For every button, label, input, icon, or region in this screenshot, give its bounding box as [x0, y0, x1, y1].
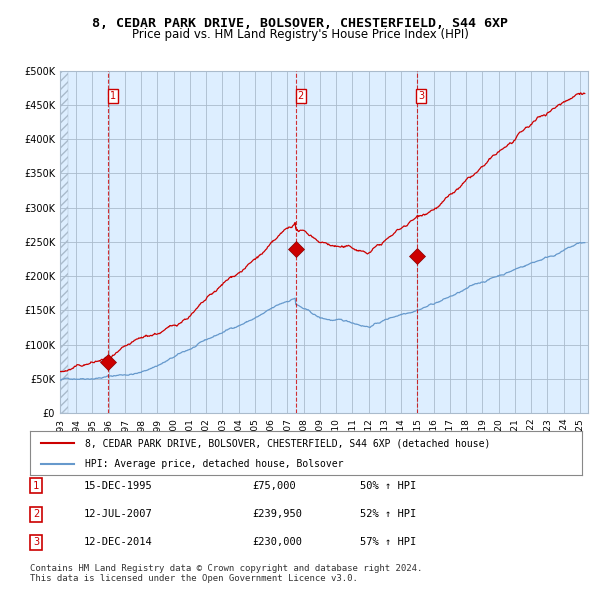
- Text: 8, CEDAR PARK DRIVE, BOLSOVER, CHESTERFIELD, S44 6XP: 8, CEDAR PARK DRIVE, BOLSOVER, CHESTERFI…: [92, 17, 508, 30]
- Text: £230,000: £230,000: [252, 537, 302, 548]
- Text: £75,000: £75,000: [252, 481, 296, 491]
- Text: £239,950: £239,950: [252, 509, 302, 519]
- Text: Contains HM Land Registry data © Crown copyright and database right 2024.
This d: Contains HM Land Registry data © Crown c…: [30, 563, 422, 583]
- Text: 2: 2: [33, 509, 39, 519]
- Text: Price paid vs. HM Land Registry's House Price Index (HPI): Price paid vs. HM Land Registry's House …: [131, 28, 469, 41]
- Text: 12-DEC-2014: 12-DEC-2014: [84, 537, 153, 548]
- Text: 57% ↑ HPI: 57% ↑ HPI: [360, 537, 416, 548]
- Text: 12-JUL-2007: 12-JUL-2007: [84, 509, 153, 519]
- Text: 3: 3: [418, 91, 424, 101]
- Text: 8, CEDAR PARK DRIVE, BOLSOVER, CHESTERFIELD, S44 6XP (detached house): 8, CEDAR PARK DRIVE, BOLSOVER, CHESTERFI…: [85, 438, 491, 448]
- Text: 15-DEC-1995: 15-DEC-1995: [84, 481, 153, 491]
- Text: HPI: Average price, detached house, Bolsover: HPI: Average price, detached house, Bols…: [85, 459, 344, 469]
- Text: 50% ↑ HPI: 50% ↑ HPI: [360, 481, 416, 491]
- Text: 2: 2: [298, 91, 304, 101]
- Text: 52% ↑ HPI: 52% ↑ HPI: [360, 509, 416, 519]
- Text: 1: 1: [33, 481, 39, 491]
- Text: 3: 3: [33, 537, 39, 548]
- Text: 1: 1: [110, 91, 116, 101]
